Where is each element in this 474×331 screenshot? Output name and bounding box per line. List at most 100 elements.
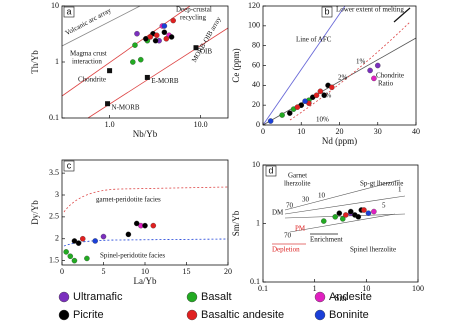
data-point [67, 253, 74, 259]
data-point [161, 29, 168, 35]
annotation: Ratio [378, 80, 394, 88]
data-point [161, 23, 168, 29]
reference-line [262, 5, 346, 126]
y-tick-label: 20 [252, 100, 260, 109]
panel-letter: d [268, 165, 273, 175]
panel-letter: b [324, 6, 329, 16]
reference-point [105, 101, 111, 107]
reference-line [284, 195, 406, 215]
x-tick-label: 5 [102, 267, 106, 276]
data-point [313, 92, 320, 99]
annotation: DM [272, 209, 284, 217]
x-axis-label: Nd (ppm) [322, 136, 357, 146]
data-point [374, 62, 381, 69]
panel-letter-box [63, 6, 75, 18]
annotation: lherzolite [284, 180, 310, 188]
x-tick-label: 10 [141, 267, 149, 276]
y-axis-label: Sm/Yb [231, 210, 241, 236]
data-point [132, 42, 138, 48]
annotation: MORB-OIB array [190, 15, 223, 64]
y-tick-label: 2.5 [49, 212, 59, 221]
data-point [152, 37, 159, 44]
legend-label: Basalt [201, 291, 232, 303]
data-point [267, 118, 274, 124]
reference-label: E-MORB [151, 77, 179, 85]
reference-line [61, 5, 141, 47]
x-tick-label: 0 [261, 127, 265, 136]
x-tick-label: 0.1 [258, 284, 268, 293]
annotation: recycling [180, 14, 207, 22]
y-tick-label: 2 [55, 234, 59, 243]
annotation: PM [295, 225, 306, 233]
reference-point [144, 74, 150, 80]
reference-line [262, 37, 417, 126]
panel-d-layout [265, 165, 406, 245]
data-point [63, 249, 69, 255]
annotation: 70 [286, 202, 294, 210]
data-point [163, 36, 170, 42]
y-tick-label: 40 [252, 80, 260, 89]
reference-line [87, 27, 229, 119]
reference-line [61, 5, 191, 97]
y-tick-label: 3 [55, 190, 59, 199]
data-point [80, 235, 86, 242]
y-tick-label: 3.5 [49, 168, 59, 177]
annotation: Line of AFC [296, 36, 332, 44]
data-point [348, 208, 354, 215]
annotation: garnet-peridotite facies [96, 196, 161, 204]
reference-curve [63, 238, 229, 247]
legend-marker [186, 309, 198, 321]
plot-frame [262, 5, 417, 126]
y-tick-label: 100 [248, 21, 260, 30]
legend-marker [58, 309, 70, 321]
annotation: 30 [302, 196, 310, 204]
data-point [150, 222, 157, 229]
annotation: 1% [356, 58, 366, 66]
data-point [361, 207, 367, 213]
y-tick-label: 10 [51, 1, 59, 10]
data-point [71, 257, 78, 264]
data-point [170, 17, 176, 24]
annotation: 10% [316, 116, 329, 124]
data-point [138, 56, 144, 63]
data-point [365, 210, 372, 216]
x-tick-label: 15 [183, 267, 191, 276]
data-point [371, 208, 377, 215]
data-point [134, 30, 140, 37]
data-point [279, 112, 285, 118]
annotation: Spinel lherzolite [350, 246, 396, 254]
data-point [355, 214, 362, 220]
data-point [84, 255, 90, 262]
annotation: Deep-crustal [176, 6, 212, 14]
reference-line [289, 213, 396, 233]
y-tick-label: 10 [252, 160, 260, 169]
panel-a-layout [61, 5, 229, 119]
x-tick-label: 100 [412, 284, 424, 293]
legend-marker [314, 291, 326, 303]
panel-letter-box [265, 165, 277, 177]
data-point [367, 67, 373, 74]
data-point [75, 240, 82, 246]
legend-label: Picrite [73, 309, 104, 321]
data-point [130, 59, 136, 65]
data-point [321, 218, 327, 224]
panel-letter: c [67, 160, 72, 170]
x-axis-label: Nb/Yb [133, 129, 158, 139]
data-point [133, 220, 140, 227]
legend-label: Andesite [329, 291, 372, 303]
legend-label: Boninite [329, 309, 369, 321]
y-tick-label: 1 [55, 57, 59, 66]
annotation: Chondrite [376, 72, 404, 80]
annotation: Enrichment [310, 236, 343, 244]
reference-label: N-MORB [112, 103, 140, 111]
y-axis-label: Dy/Yb [30, 200, 40, 225]
plot-frame [61, 159, 229, 266]
x-tick-label: 1 [313, 284, 317, 293]
data-point [294, 104, 301, 110]
reference-label: OIB [200, 47, 212, 55]
x-tick-label: 20 [224, 267, 232, 276]
x-tick-label: 1.0 [105, 120, 115, 129]
annotation: Sp-gt lherzolite [360, 180, 403, 188]
x-axis-label: La/Yb [134, 276, 157, 286]
